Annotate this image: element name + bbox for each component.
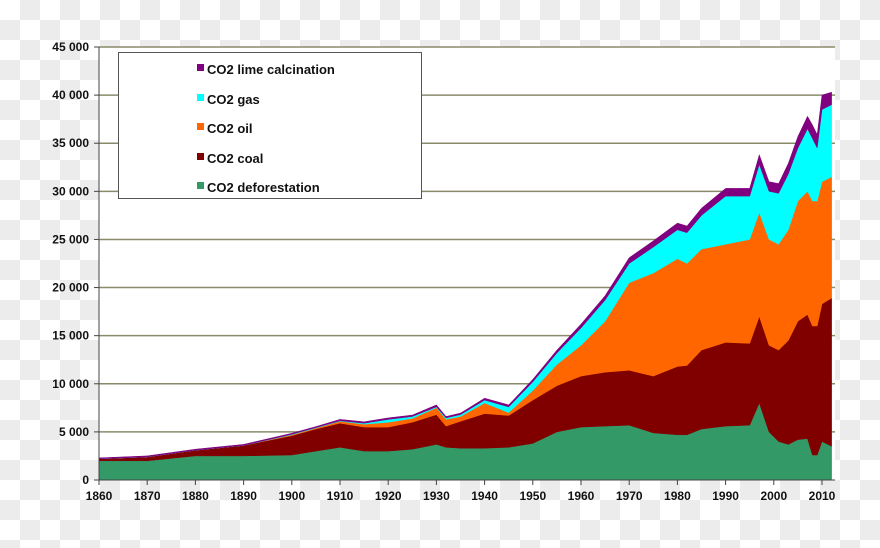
x-tick-label: 1940 [471,489,498,503]
x-tick-label: 1880 [182,489,209,503]
legend-swatch [197,152,204,160]
legend-item: CO2 gas [197,92,260,107]
legend-swatch [197,93,204,101]
x-tick-label: 2010 [809,489,836,503]
legend-item: CO2 coal [197,151,263,166]
axes [94,46,835,485]
x-tick-label: 1950 [519,489,546,503]
x-tick-label: 1910 [327,489,354,503]
y-tick-label: 15 000 [52,329,89,343]
x-tick-label: 1990 [712,489,739,503]
legend-item: CO2 deforestation [197,180,320,195]
x-tick-label: 1960 [568,489,595,503]
x-tick-label: 1870 [134,489,161,503]
x-tick-label: 1920 [375,489,402,503]
x-tick-label: 1860 [86,489,113,503]
x-tick-label: 1970 [616,489,643,503]
y-tick-label: 10 000 [52,377,89,391]
x-tick-label: 1980 [664,489,691,503]
x-tick-label: 1890 [230,489,257,503]
x-tick-label: 1900 [278,489,305,503]
legend-swatch [197,64,204,71]
y-tick-label: 45 000 [52,40,89,54]
legend-label: CO2 coal [207,150,264,166]
y-tick-label: 0 [82,473,89,487]
y-tick-label: 35 000 [52,136,89,150]
y-tick-label: 25 000 [52,232,89,246]
legend-item: CO2 lime calcination [197,62,335,77]
legend-swatch [197,182,204,189]
legend: CO2 lime calcination CO2 gas CO2 oil CO2 co… [118,52,422,199]
x-tick-label: 1930 [423,489,450,503]
legend-label: CO2 deforestation [207,180,320,195]
y-tick-label: 30 000 [52,184,89,198]
legend-label: CO2 lime calcination [207,62,335,77]
legend-swatch [197,123,204,130]
legend-item: CO2 oil [197,121,253,136]
y-tick-label: 40 000 [52,88,89,102]
y-tick-label: 5 000 [59,425,89,439]
legend-label: CO2 gas [207,91,260,107]
area-co2-lime-calcination [98,91,832,460]
x-tick-labels: 1860 1870 1880 1890 1900 1910 1920 1930 1940 1950… [86,489,836,503]
legend-label: CO2 oil [207,121,253,136]
y-tick-labels: 0 5 000 10 000 15 000 20 000 25 000 30 000 35 0… [52,40,89,487]
x-tick-label: 2000 [760,489,787,503]
y-tick-label: 20 000 [52,281,89,295]
